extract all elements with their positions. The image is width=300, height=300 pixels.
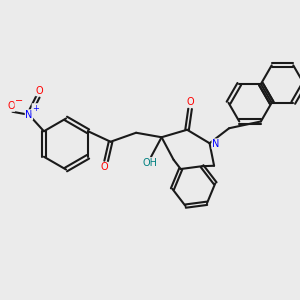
Text: N: N bbox=[25, 110, 33, 120]
Text: N: N bbox=[212, 139, 219, 149]
Text: −: − bbox=[15, 96, 23, 106]
Text: O: O bbox=[7, 101, 15, 111]
Text: OH: OH bbox=[142, 158, 157, 168]
Text: O: O bbox=[101, 162, 108, 172]
Text: O: O bbox=[186, 97, 194, 107]
Text: +: + bbox=[32, 104, 39, 112]
Text: O: O bbox=[36, 86, 43, 96]
